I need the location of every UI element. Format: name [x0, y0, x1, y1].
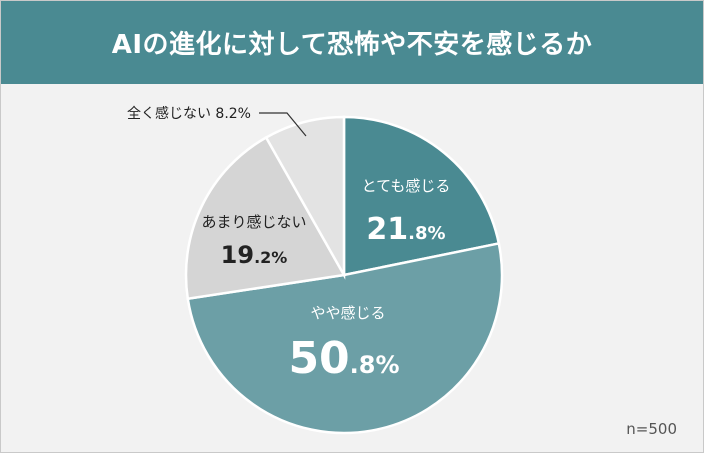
- callout-leader-line: [259, 112, 307, 137]
- slice-category-label: あまり感じない: [201, 213, 306, 231]
- slice-value-label: 21.8%: [366, 212, 445, 247]
- slice-value-label: 19.2%: [221, 241, 288, 269]
- sample-size-label: n=500: [626, 420, 677, 438]
- slice-category-label: やや感じる: [310, 304, 385, 322]
- pie-slice: [342, 115, 501, 277]
- pie-slice: [184, 135, 346, 301]
- chart-title: AIの進化に対して恐怖や不安を感じるか: [111, 30, 593, 60]
- slice-value-label: 50.8%: [288, 333, 399, 384]
- slice-callout-label: 全く感じない 8.2%: [127, 105, 251, 122]
- pie-slice: [186, 241, 504, 435]
- pie-slice: [264, 115, 346, 280]
- slice-category-label: とても感じる: [362, 177, 451, 195]
- chart-header: AIの進化に対して恐怖や不安を感じるか: [1, 1, 703, 84]
